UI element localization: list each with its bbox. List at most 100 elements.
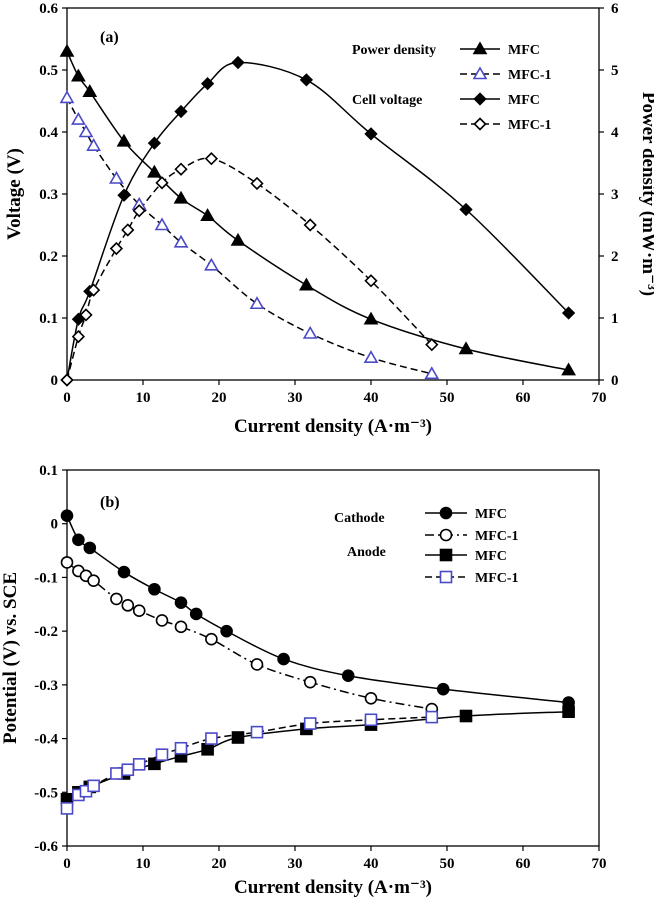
data-point-a-1	[363, 350, 379, 363]
data-point-a-3	[109, 241, 124, 256]
data-point-a-1	[78, 124, 94, 138]
y2-axis-label-a: Power density (mW·m⁻³)	[638, 92, 654, 296]
legend-marker-a-0	[472, 41, 488, 55]
data-point-b-3	[303, 717, 317, 730]
plot-frame-a	[66, 7, 600, 381]
x-tick-label-a: 0	[63, 390, 71, 406]
data-point-b-3	[205, 732, 218, 745]
y-tick-label-a: 0.2	[39, 249, 58, 265]
legend-marker-b-1	[439, 528, 453, 542]
y2-tick-label-a: 1	[611, 311, 619, 327]
data-point-a-3	[86, 283, 101, 297]
series-line-b-2	[67, 710, 569, 800]
data-point-a-0	[458, 341, 474, 355]
series-line-a-2	[67, 61, 570, 380]
legend-label-power-mfc: MFC	[508, 43, 540, 58]
y2-tick-label-a: 6	[611, 1, 619, 17]
legend-label-voltage-mfc1: MFC-1	[508, 118, 552, 133]
data-point-a-2	[364, 127, 378, 141]
series-line-b-1	[67, 561, 432, 710]
y-tick-label-a: 0.3	[39, 187, 58, 203]
data-point-b-0	[117, 565, 131, 579]
data-point-b-3	[250, 725, 264, 739]
y-tick-label-a: 0.6	[39, 1, 58, 17]
panel-label-b: (b)	[100, 494, 120, 511]
x-tick-label-b: 40	[364, 856, 379, 872]
data-point-b-2	[459, 709, 473, 723]
data-point-a-3	[303, 218, 317, 232]
data-point-a-3	[250, 176, 264, 191]
data-point-b-3	[174, 741, 188, 755]
data-point-a-0	[200, 208, 215, 221]
data-point-b-1	[110, 592, 123, 606]
panel-label-a: (a)	[100, 29, 119, 46]
data-point-b-2	[201, 743, 214, 756]
data-point-b-0	[189, 607, 203, 621]
data-point-a-2	[561, 306, 576, 320]
data-point-a-3	[155, 176, 169, 190]
data-point-b-0	[174, 596, 188, 609]
data-point-a-1	[173, 234, 189, 248]
data-point-b-3	[155, 748, 169, 761]
data-point-b-2	[562, 705, 575, 719]
data-point-a-1	[249, 296, 265, 310]
legend-b: Cathode Anode MFC MFC-1 MFC MFC-1	[334, 506, 519, 586]
x-tick-label-b: 10	[136, 856, 151, 872]
y-tick-label-a: 0.1	[39, 311, 58, 327]
data-point-a-3	[121, 223, 135, 237]
x-tick-label-a: 20	[212, 390, 227, 406]
legend-label-voltage-mfc: MFC	[508, 93, 540, 108]
data-point-b-0	[83, 541, 97, 555]
data-point-b-3	[121, 763, 135, 777]
legend-label-anode-mfc: MFC	[475, 549, 507, 564]
data-point-a-0	[363, 311, 379, 325]
data-point-b-3	[60, 802, 74, 815]
y-tick-label-b: 0.1	[39, 463, 58, 479]
y-axis-label-b: Potential (V) vs. SCE	[0, 572, 21, 744]
x-axis-label-b: Current density (A·m⁻³)	[234, 877, 432, 898]
data-point-b-0	[277, 652, 290, 666]
data-point-b-1	[87, 574, 100, 587]
data-point-a-0	[59, 43, 75, 57]
data-point-b-1	[60, 556, 74, 569]
panel-b: 0 10 20 30 40 50 60 70 0.1 0 -0.1 -0.2 -0.3 -0.4 -0.5 -…	[0, 463, 607, 898]
axes-a: 0 10 20 30 40 50 60 7000.10.20.30.40.50.6012345…	[39, 1, 619, 406]
legend-marker-a-1	[472, 66, 488, 80]
y2-tick-label-a: 2	[611, 249, 619, 265]
data-point-b-1	[121, 599, 135, 612]
data-point-b-2	[148, 757, 161, 771]
data-point-a-3	[174, 162, 188, 176]
markers-layer-b	[60, 509, 575, 815]
y-tick-label-b: -0.2	[34, 624, 58, 640]
data-point-a-3	[60, 373, 74, 387]
plot-frame-b	[66, 469, 600, 847]
data-point-b-1	[132, 604, 146, 618]
data-point-a-3	[364, 274, 378, 288]
data-point-a-0	[561, 362, 576, 376]
x-tick-label-b: 60	[516, 856, 531, 872]
data-point-b-0	[341, 669, 355, 683]
data-point-a-1	[204, 257, 219, 271]
data-point-b-3	[425, 710, 439, 724]
x-tick-label-a: 50	[440, 390, 455, 406]
data-point-b-3	[364, 713, 378, 727]
legend-marker-b-0	[439, 506, 453, 520]
data-point-b-1	[155, 614, 169, 627]
data-point-b-0	[148, 582, 161, 596]
data-point-a-3	[71, 329, 86, 344]
data-point-b-0	[436, 682, 450, 696]
data-point-a-2	[200, 77, 215, 91]
y2-tick-label-a: 4	[611, 125, 619, 141]
markers-layer-a	[59, 43, 576, 387]
y-tick-label-b: -0.6	[34, 839, 58, 855]
data-point-b-1	[250, 658, 264, 671]
data-point-a-0	[71, 68, 86, 82]
data-point-a-3	[204, 152, 219, 166]
data-point-b-0	[72, 533, 85, 547]
data-point-b-3	[132, 758, 146, 771]
panel-a: 0 10 20 30 40 50 60 7000.10.20.30.40.50.6012345…	[4, 1, 654, 437]
data-point-a-2	[147, 136, 162, 150]
y-tick-label-b: -0.1	[34, 570, 58, 586]
data-point-a-2	[459, 202, 473, 217]
